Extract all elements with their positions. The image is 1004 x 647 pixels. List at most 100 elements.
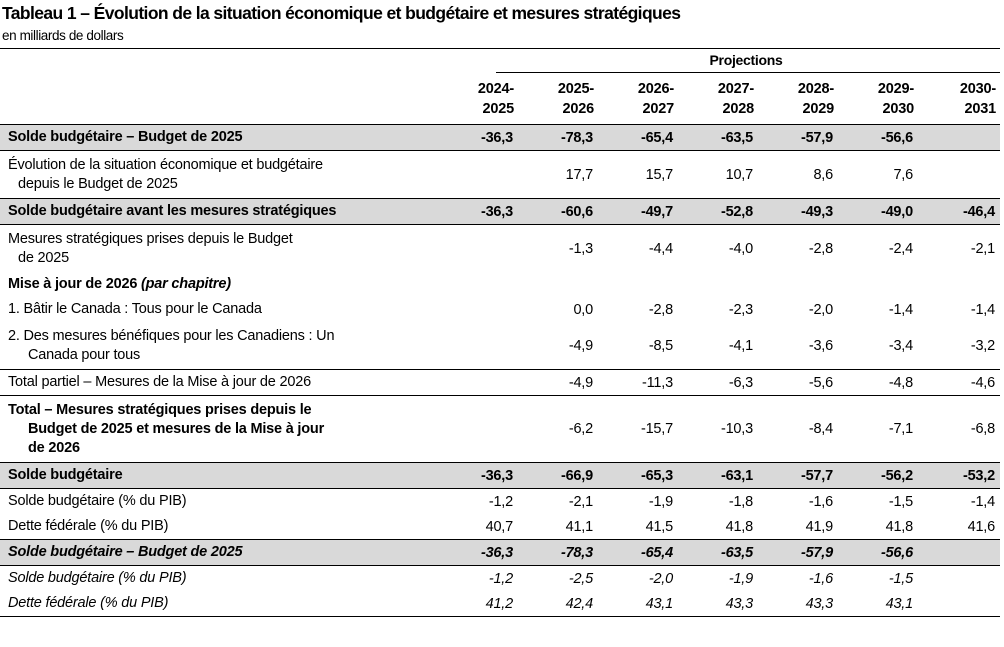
cell-value: -53,2 [918,462,1000,489]
cell-value: -66,9 [518,462,598,489]
cell-value: -2,1 [568,493,593,510]
table-row: Solde budgétaire – Budget de 2025 -36,3 … [0,124,1000,151]
projections-rule [496,72,1000,73]
cell-value: -52,8 [678,198,758,225]
cell-value: -56,6 [838,539,918,566]
cell-value: -63,1 [678,462,758,489]
cell-value: -65,3 [598,462,678,489]
cell-value: -57,7 [758,462,838,489]
year-header: 2028- 2029 [797,81,834,117]
cell-value: 0,0 [573,301,593,318]
cell-value: 41,8 [885,518,914,535]
year-header: 2029- 2030 [877,81,914,117]
table-subtitle: en milliards de dollars [2,28,124,43]
cell-value: -49,3 [758,198,838,225]
cell-value: 41,9 [805,518,834,535]
cell-value: 15,7 [645,166,674,183]
cell-value: 43,3 [758,591,838,617]
cell-value: -1,2 [488,493,513,510]
cell-value: 41,6 [967,518,996,535]
cell-value: 43,3 [678,591,758,617]
cell-value: 41,2 [438,591,518,617]
cell-value: -78,3 [518,539,598,566]
table-row: 1. Bâtir le Canada : Tous pour le Canada… [0,297,1000,322]
cell-value: -36,3 [438,462,518,489]
cell-value: -56,6 [838,124,918,151]
cell-value: -49,0 [838,198,918,225]
table-row: Total partiel – Mesures de la Mise à jou… [0,369,1000,396]
cell-value: 40,7 [485,518,514,535]
cell-value [438,396,518,463]
table-row: 2. Des mesures bénéfiques pour les Canad… [0,322,1000,370]
table-title: Tableau 1 – Évolution de la situation éc… [2,3,681,23]
row-label: Solde budgétaire – Budget de 2025 [0,539,438,566]
cell-value: -46,4 [918,198,1000,225]
cell-value: -2,8 [808,240,833,257]
table-row: Total – Mesures stratégiques prises depu… [0,396,1000,463]
cell-value: -78,3 [518,124,598,151]
cell-value: -36,3 [438,124,518,151]
row-label: Solde budgétaire (% du PIB) [8,570,187,586]
cell-value: -5,6 [758,369,838,396]
table-row: Solde budgétaire (% du PIB) -1,2 -2,1 -1… [0,489,1000,515]
row-label: Solde budgétaire – Budget de 2025 [0,124,438,151]
row-label: Solde budgétaire (% du PIB) [8,493,187,509]
cell-value: -2,0 [808,301,833,318]
cell-value: -2,1 [970,240,995,257]
cell-value: -1,6 [808,493,833,510]
cell-value: -4,8 [838,369,918,396]
cell-value: -3,6 [808,337,833,354]
cell-value: -65,4 [598,124,678,151]
row-label: Évolution de la situation économique et … [8,156,323,192]
cell-value: -1,4 [888,301,913,318]
row-label: 2. Des mesures bénéfiques pour les Canad… [8,327,335,363]
cell-value: -6,3 [678,369,758,396]
budget-table: 2024- 2025 2025- 2026 2026- 2027 2027- 2028 … [0,77,1000,617]
cell-value: 43,1 [838,591,918,617]
cell-value: 41,8 [725,518,754,535]
cell-value: -6,8 [970,421,995,437]
cell-value: -1,9 [648,493,673,510]
cell-value: -8,5 [648,337,673,354]
label-column-header [0,77,438,125]
cell-value: -2,4 [888,240,913,257]
cell-value: -3,2 [970,337,995,354]
table-row: Évolution de la situation économique et … [0,151,1000,199]
table-row: Solde budgétaire avant les mesures strat… [0,198,1000,225]
table-row: Mesures stratégiques prises depuis le Bu… [0,225,1000,273]
cell-value: -1,8 [728,493,753,510]
cell-value: -63,5 [678,539,758,566]
year-header: 2030- 2031 [959,81,996,117]
cell-value: 43,1 [598,591,678,617]
cell-value: -8,4 [808,421,833,437]
table-row: Dette fédérale (% du PIB) 41,2 42,4 43,1… [0,591,1000,617]
cell-value: -57,9 [758,124,838,151]
projections-header: Projections [709,52,783,68]
cell-value: -2,3 [728,301,753,318]
cell-value [918,124,1000,151]
row-label: Solde budgétaire avant les mesures strat… [0,198,438,225]
cell-value: -3,4 [888,337,913,354]
cell-value: -1,5 [888,570,913,587]
cell-value: -1,4 [970,493,995,510]
cell-value: -4,4 [648,240,673,257]
cell-value: -1,9 [728,570,753,587]
section-heading-row: Mise à jour de 2026 (par chapitre) [0,272,1000,297]
cell-value: -65,4 [598,539,678,566]
row-label: Solde budgétaire [0,462,438,489]
cell-value: -2,5 [568,570,593,587]
cell-value: -49,7 [598,198,678,225]
cell-value: -63,5 [678,124,758,151]
top-rule [0,48,1000,49]
cell-value: 41,5 [645,518,674,535]
cell-value: -4,9 [568,337,593,354]
cell-value: -36,3 [438,198,518,225]
cell-value: 41,1 [565,518,594,535]
year-header: 2025- 2026 [557,81,594,117]
cell-value: -2,0 [648,570,673,587]
cell-value: -60,6 [518,198,598,225]
cell-value [918,566,1000,592]
cell-value: -11,3 [598,369,678,396]
cell-value: 42,4 [518,591,598,617]
